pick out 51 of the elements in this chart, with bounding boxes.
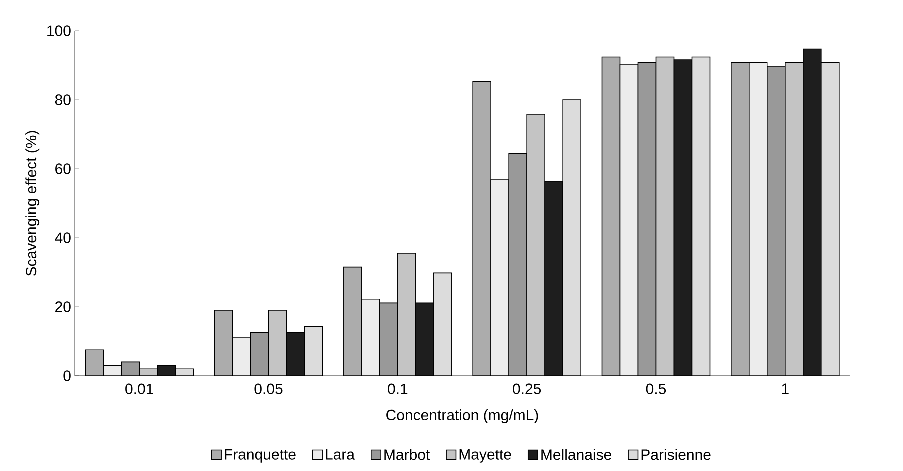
y-tick-label: 20 (56, 302, 71, 312)
x-axis-title: Concentration (mg/mL) (386, 410, 538, 424)
bar (268, 310, 288, 376)
bar (821, 62, 840, 376)
x-tick-label: 0.1 (388, 384, 408, 394)
legend-label: Lara (326, 449, 355, 460)
bar (638, 62, 657, 376)
x-tick-label: 1 (782, 384, 789, 394)
bar (749, 62, 768, 376)
bar (250, 332, 270, 376)
legend-label: Mellanaise (542, 449, 612, 460)
bar (398, 253, 416, 376)
x-tick-label: 0.25 (513, 384, 542, 394)
bar (692, 56, 711, 376)
bar (472, 81, 492, 376)
y-tick-label: 40 (55, 232, 71, 244)
bar (380, 302, 398, 376)
y-tick-label: 80 (55, 94, 71, 106)
bar (85, 350, 104, 376)
x-tick-label: 0.05 (254, 384, 283, 394)
bar (620, 64, 639, 376)
legend-label: Marbot (384, 449, 430, 460)
bar (562, 100, 582, 376)
bar (508, 153, 528, 376)
bar (362, 299, 380, 376)
bar (674, 60, 693, 376)
bar (286, 332, 306, 376)
x-tick-label: 0.01 (126, 384, 154, 394)
bar (602, 56, 621, 376)
bar (416, 302, 434, 376)
y-tick-label: 100 (48, 26, 71, 36)
bar (544, 181, 564, 376)
bar (803, 48, 822, 376)
bar (304, 326, 324, 376)
bar (656, 56, 675, 376)
bar (490, 180, 510, 376)
bar (214, 310, 234, 376)
bar (785, 62, 804, 376)
y-tick-label: 0 (64, 370, 71, 382)
y-tick-label: 60 (56, 164, 71, 174)
bar (767, 66, 786, 376)
legend-label: Parisienne (642, 449, 711, 460)
bar (526, 114, 546, 376)
bar (731, 62, 750, 376)
legend-label: Mayette (460, 449, 512, 463)
x-tick-label: 0.5 (646, 384, 666, 394)
bar (232, 338, 252, 376)
bar (344, 266, 362, 376)
bar (434, 272, 452, 376)
legend-label: Franquette (225, 449, 296, 463)
y-axis-title: Scavenging effect (%) (26, 131, 40, 276)
